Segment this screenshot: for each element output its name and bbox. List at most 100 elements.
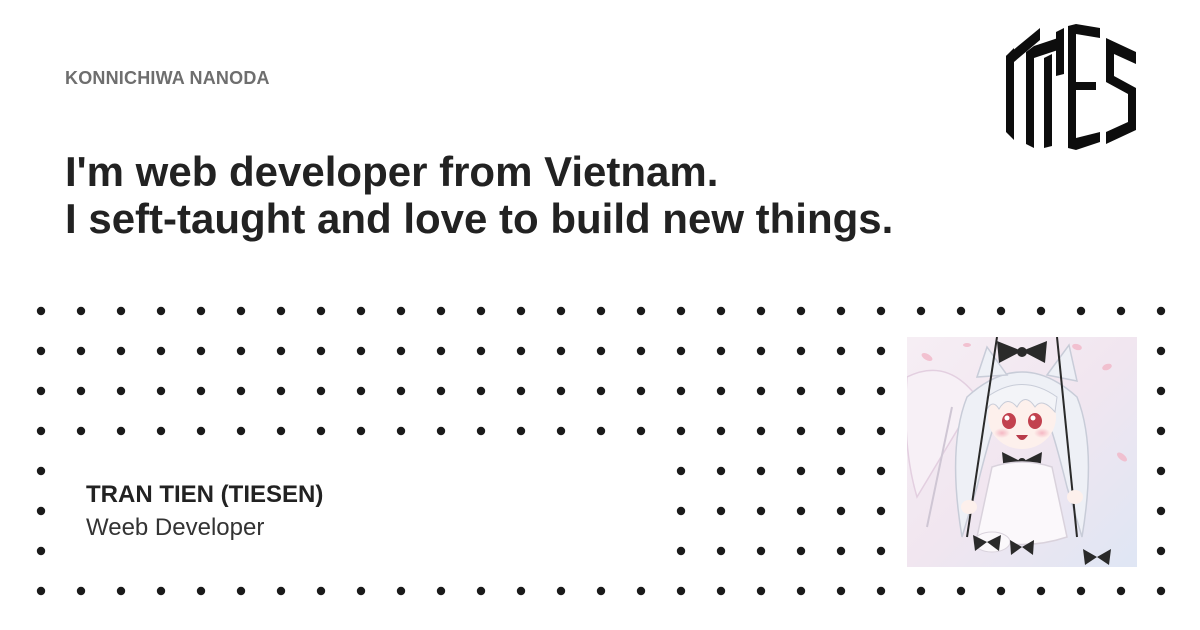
grid-dot <box>836 306 846 316</box>
grid-dot <box>316 386 326 396</box>
grid-dot <box>836 386 846 396</box>
grid-dot <box>236 426 246 436</box>
grid-dot <box>156 386 166 396</box>
grid-dot <box>876 466 886 476</box>
grid-dot <box>116 386 126 396</box>
grid-dot <box>276 586 286 596</box>
grid-dot <box>236 346 246 356</box>
grid-dot <box>956 306 966 316</box>
grid-dot <box>196 386 206 396</box>
grid-dot <box>796 306 806 316</box>
grid-dot <box>676 586 686 596</box>
grid-dot <box>836 546 846 556</box>
grid-dot <box>1156 426 1166 436</box>
grid-dot <box>596 586 606 596</box>
grid-dot <box>756 546 766 556</box>
grid-dot <box>476 586 486 596</box>
grid-dot <box>556 386 566 396</box>
grid-dot <box>36 546 46 556</box>
grid-dot <box>836 506 846 516</box>
grid-dot <box>76 306 86 316</box>
grid-dot <box>676 386 686 396</box>
grid-dot <box>356 426 366 436</box>
grid-dot <box>1036 586 1046 596</box>
grid-dot <box>956 586 966 596</box>
grid-dot <box>196 426 206 436</box>
grid-dot <box>156 346 166 356</box>
grid-dot <box>1076 306 1086 316</box>
grid-dot <box>1156 386 1166 396</box>
grid-dot <box>316 586 326 596</box>
grid-dot <box>1156 346 1166 356</box>
grid-dot <box>916 586 926 596</box>
grid-dot <box>676 426 686 436</box>
grid-dot <box>116 426 126 436</box>
grid-dot <box>1156 466 1166 476</box>
grid-dot <box>796 466 806 476</box>
grid-dot <box>396 306 406 316</box>
grid-dot <box>316 306 326 316</box>
grid-dot <box>836 346 846 356</box>
author-name: TRAN TIEN (TIESEN) <box>86 481 324 508</box>
grid-dot <box>516 386 526 396</box>
grid-dot <box>796 586 806 596</box>
grid-dot <box>476 426 486 436</box>
grid-dot <box>836 586 846 596</box>
grid-dot <box>876 506 886 516</box>
grid-dot <box>716 586 726 596</box>
grid-dot <box>436 386 446 396</box>
grid-dot <box>116 306 126 316</box>
grid-dot <box>836 466 846 476</box>
grid-dot <box>876 386 886 396</box>
grid-dot <box>756 466 766 476</box>
grid-dot <box>996 586 1006 596</box>
grid-dot <box>756 586 766 596</box>
grid-dot <box>76 346 86 356</box>
grid-dot <box>396 346 406 356</box>
grid-dot <box>596 306 606 316</box>
author-role: Weeb Developer <box>86 514 265 541</box>
grid-dot <box>316 426 326 436</box>
grid-dot <box>316 346 326 356</box>
grid-dot <box>516 426 526 436</box>
author-block: TRAN TIEN (TIESEN) Weeb Developer <box>86 480 324 546</box>
grid-dot <box>276 346 286 356</box>
grid-dot <box>596 426 606 436</box>
grid-dot <box>436 426 446 436</box>
grid-dot <box>36 586 46 596</box>
grid-dot <box>876 546 886 556</box>
grid-dot <box>996 306 1006 316</box>
grid-dot <box>436 586 446 596</box>
grid-dot <box>716 506 726 516</box>
grid-dot <box>476 386 486 396</box>
grid-dot <box>196 346 206 356</box>
grid-dot <box>476 306 486 316</box>
grid-dot <box>636 426 646 436</box>
grid-dot <box>876 306 886 316</box>
grid-dot <box>276 306 286 316</box>
grid-dot <box>156 426 166 436</box>
grid-dot <box>676 466 686 476</box>
grid-dot <box>716 386 726 396</box>
grid-dot <box>356 586 366 596</box>
grid-dot <box>276 386 286 396</box>
headline-line-2: I seft-taught and love to build new thin… <box>65 195 894 242</box>
grid-dot <box>876 346 886 356</box>
grid-dot <box>236 306 246 316</box>
grid-dot <box>636 586 646 596</box>
grid-dot <box>516 306 526 316</box>
grid-dot <box>1156 306 1166 316</box>
anime-girl-avatar <box>907 337 1137 567</box>
grid-dot <box>636 306 646 316</box>
grid-dot <box>156 586 166 596</box>
grid-dot <box>236 586 246 596</box>
grid-dot <box>796 346 806 356</box>
grid-dot <box>36 506 46 516</box>
grid-dot <box>1156 586 1166 596</box>
grid-dot <box>116 346 126 356</box>
grid-dot <box>36 306 46 316</box>
grid-dot <box>76 386 86 396</box>
grid-dot <box>596 346 606 356</box>
grid-dot <box>676 506 686 516</box>
grid-dot <box>756 346 766 356</box>
